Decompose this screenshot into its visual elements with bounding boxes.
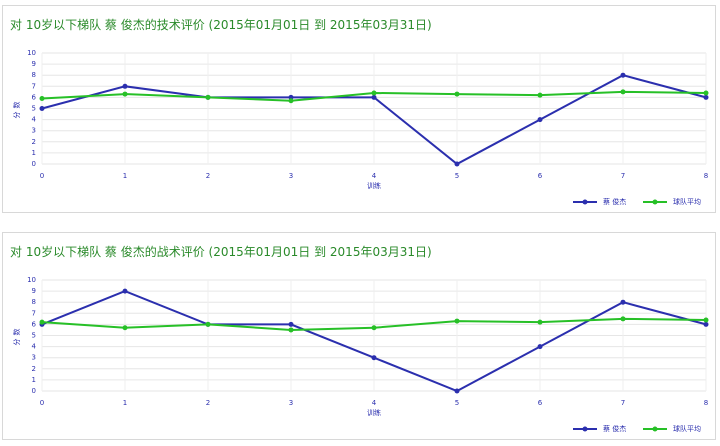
y-tick-label: 8 <box>32 71 36 79</box>
y-tick-label: 0 <box>32 387 36 395</box>
data-point <box>371 94 377 100</box>
x-tick-label: 6 <box>538 172 543 180</box>
y-tick-label: 3 <box>32 354 36 362</box>
data-point <box>537 319 543 325</box>
data-point <box>620 299 626 305</box>
data-point <box>205 94 211 100</box>
data-point <box>620 72 626 78</box>
x-tick-label: 1 <box>123 399 127 407</box>
y-tick-label: 10 <box>27 276 36 284</box>
data-point <box>39 106 45 111</box>
x-tick-label: 6 <box>538 399 543 407</box>
x-tick-label: 0 <box>40 172 44 180</box>
data-point <box>371 90 377 96</box>
data-point <box>537 344 543 350</box>
y-axis-label: 分数 <box>12 326 21 346</box>
data-point <box>205 321 211 327</box>
y-tick-label: 1 <box>32 149 36 157</box>
x-tick-label: 0 <box>40 399 44 407</box>
y-tick-label: 2 <box>32 365 36 373</box>
data-point <box>371 355 377 361</box>
y-tick-label: 1 <box>32 376 36 384</box>
data-point <box>122 83 128 89</box>
chart-title: 对 10岁以下梯队 蔡 俊杰的技术评价 (2015年01月01日 到 2015年… <box>10 18 432 32</box>
y-tick-label: 4 <box>32 116 37 124</box>
x-tick-label: 8 <box>704 172 708 180</box>
y-tick-label: 6 <box>32 320 37 328</box>
legend-label: 蔡 俊杰 <box>603 424 626 433</box>
x-tick-label: 3 <box>289 172 293 180</box>
x-tick-label: 7 <box>621 399 625 407</box>
chart-panel: 对 10岁以下梯队 蔡 俊杰的技术评价 (2015年01月01日 到 2015年… <box>2 5 716 213</box>
chart: 0 1 2 3 4 5 6 7 8 9 10 0 1 2 3 4 5 6 7 8 训练 分数蔡 俊杰 球队平均 <box>12 276 709 433</box>
data-point <box>288 98 294 104</box>
y-tick-label: 6 <box>32 93 37 101</box>
data-point <box>454 91 460 97</box>
legend-swatch <box>652 199 658 205</box>
legend-swatch <box>582 426 588 432</box>
y-tick-label: 9 <box>32 60 36 68</box>
data-point <box>537 92 543 98</box>
chart: 0 1 2 3 4 5 6 7 8 9 10 0 1 2 3 4 5 6 7 8 训练 分数蔡 俊杰 球队平均 <box>12 49 709 206</box>
y-tick-label: 4 <box>32 343 37 351</box>
data-point <box>288 327 294 333</box>
data-point <box>703 90 709 96</box>
legend-swatch <box>582 199 588 205</box>
x-tick-label: 4 <box>372 399 377 407</box>
x-tick-label: 1 <box>123 172 127 180</box>
chart-title: 对 10岁以下梯队 蔡 俊杰的战术评价 (2015年01月01日 到 2015年… <box>10 245 432 259</box>
data-point <box>537 117 543 123</box>
y-tick-label: 8 <box>32 298 36 306</box>
x-tick-label: 2 <box>206 399 210 407</box>
data-point <box>122 325 128 331</box>
data-point <box>122 91 128 97</box>
data-point <box>703 94 709 100</box>
x-axis-label: 训练 <box>367 181 381 190</box>
data-point <box>454 161 460 167</box>
chart-panel: 对 10岁以下梯队 蔡 俊杰的战术评价 (2015年01月01日 到 2015年… <box>2 232 716 440</box>
data-point <box>288 321 294 327</box>
x-tick-label: 5 <box>455 399 459 407</box>
data-point <box>620 316 626 322</box>
x-tick-label: 8 <box>704 399 708 407</box>
y-tick-label: 0 <box>32 160 36 168</box>
data-point <box>371 325 377 331</box>
y-tick-label: 7 <box>32 82 36 90</box>
y-tick-label: 10 <box>27 49 36 57</box>
y-tick-label: 5 <box>32 332 36 340</box>
y-axis-label: 分数 <box>12 99 21 119</box>
data-point <box>454 318 460 324</box>
data-point <box>620 89 626 95</box>
legend-label: 球队平均 <box>673 197 701 206</box>
data-point <box>454 388 460 394</box>
y-tick-label: 3 <box>32 127 36 135</box>
y-tick-label: 9 <box>32 287 36 295</box>
x-tick-label: 2 <box>206 172 210 180</box>
data-point <box>703 317 709 323</box>
x-tick-label: 5 <box>455 172 459 180</box>
y-tick-label: 7 <box>32 309 36 317</box>
data-point <box>122 288 128 294</box>
legend-swatch <box>652 426 658 432</box>
y-tick-label: 5 <box>32 105 36 113</box>
y-tick-label: 2 <box>32 138 36 146</box>
x-tick-label: 3 <box>289 399 293 407</box>
x-tick-label: 7 <box>621 172 625 180</box>
data-point <box>703 321 709 327</box>
data-point <box>39 96 45 102</box>
x-axis-label: 训练 <box>367 408 381 417</box>
legend-label: 蔡 俊杰 <box>603 197 626 206</box>
data-point <box>39 319 45 325</box>
legend-label: 球队平均 <box>673 424 701 433</box>
x-tick-label: 4 <box>372 172 377 180</box>
